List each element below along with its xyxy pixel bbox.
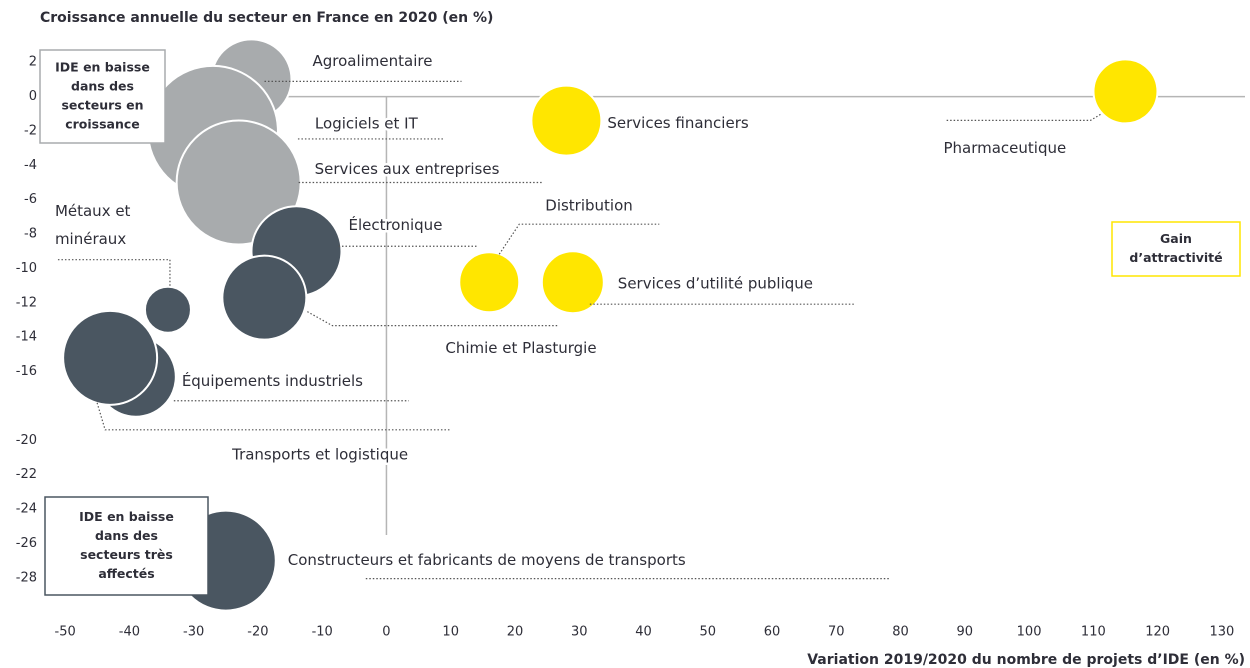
- y-tick-label: -4: [24, 158, 37, 173]
- x-tick-label: 60: [764, 625, 781, 640]
- x-tick-label: -20: [247, 625, 268, 640]
- x-tick-label: 90: [957, 625, 974, 640]
- bubble-label: Pharmaceutique: [943, 139, 1066, 157]
- x-tick-label: 120: [1145, 625, 1170, 640]
- annotation-text: dans des: [71, 79, 134, 94]
- bubble: [62, 309, 159, 406]
- bubble-label: Services aux entreprises: [315, 160, 500, 178]
- annotation-text: affectés: [98, 566, 154, 581]
- x-tick-label: -10: [312, 625, 333, 640]
- bubble: [175, 119, 302, 246]
- leader-line: [57, 259, 171, 287]
- bubble-label: Métaux et: [55, 202, 131, 220]
- x-tick-label: 30: [571, 625, 588, 640]
- bubble: [540, 250, 605, 315]
- annotation-text: d’attractivité: [1129, 250, 1222, 265]
- bubble-label: Constructeurs et fabricants de moyens de…: [288, 551, 686, 569]
- x-axis-label: Variation 2019/2020 du nombre de projets…: [807, 652, 1245, 668]
- bubble-label: Électronique: [348, 215, 442, 234]
- annotation-text: Gain: [1160, 231, 1192, 246]
- leader-line: [945, 113, 1101, 122]
- y-tick-label: -20: [16, 433, 37, 448]
- x-tick-label: 80: [892, 625, 909, 640]
- bubble-label: minéraux: [55, 230, 126, 248]
- y-tick-label: -8: [24, 227, 37, 242]
- bubble: [221, 254, 308, 341]
- annotation-text: secteurs en: [61, 98, 143, 113]
- x-tick-label: 0: [382, 625, 390, 640]
- bubble-label: Logiciels et IT: [315, 114, 419, 132]
- x-tick-label: 70: [828, 625, 845, 640]
- x-tick-label: -50: [55, 625, 76, 640]
- x-tick-label: 100: [1017, 625, 1042, 640]
- x-tick-label: 50: [699, 625, 716, 640]
- bubble-label: Services financiers: [607, 114, 748, 132]
- x-tick-label: -30: [183, 625, 204, 640]
- bubble: [530, 84, 603, 157]
- x-tick-label: 130: [1209, 625, 1234, 640]
- annotation-text: dans des: [95, 528, 158, 543]
- annotation-text: croissance: [65, 117, 140, 132]
- y-tick-label: -24: [16, 502, 37, 517]
- bubble-label: Distribution: [545, 197, 633, 215]
- x-tick-label: -40: [119, 625, 140, 640]
- annotation-text: IDE en baisse: [55, 60, 150, 75]
- y-tick-label: 2: [29, 55, 37, 70]
- bubble-label: Chimie et Plasturgie: [445, 339, 596, 357]
- annotation-box: [39, 49, 166, 144]
- chart-title: Croissance annuelle du secteur en France…: [40, 10, 493, 26]
- y-tick-label: -16: [16, 364, 37, 379]
- bubble-label: Agroalimentaire: [312, 52, 432, 70]
- annotation-text: IDE en baisse: [79, 509, 174, 524]
- x-tick-label: 10: [442, 625, 459, 640]
- y-tick-label: -10: [16, 261, 37, 276]
- y-tick-label: -28: [16, 570, 37, 585]
- x-tick-label: 40: [635, 625, 652, 640]
- y-tick-label: -14: [16, 330, 37, 345]
- y-tick-label: 0: [29, 89, 37, 104]
- y-tick-label: -6: [24, 192, 37, 207]
- bubble: [1092, 58, 1159, 125]
- annotation-box: [1111, 221, 1241, 277]
- leader-line: [96, 402, 451, 431]
- y-tick-label: -26: [16, 536, 37, 551]
- y-tick-label: -2: [24, 123, 37, 138]
- bubble: [143, 285, 192, 334]
- bubble-label: Transports et logistique: [231, 445, 408, 463]
- x-tick-label: 110: [1081, 625, 1106, 640]
- annotation-box: [44, 496, 209, 596]
- bubble-label: Équipements industriels: [182, 371, 363, 390]
- x-tick-label: 20: [507, 625, 524, 640]
- bubble: [458, 251, 521, 314]
- leader-line: [307, 311, 558, 327]
- y-tick-label: -22: [16, 467, 37, 482]
- y-tick-label: -12: [16, 295, 37, 310]
- leader-line: [498, 223, 660, 255]
- annotation-text: secteurs très: [80, 547, 173, 562]
- bubble-label: Services d’utilité publique: [618, 275, 813, 293]
